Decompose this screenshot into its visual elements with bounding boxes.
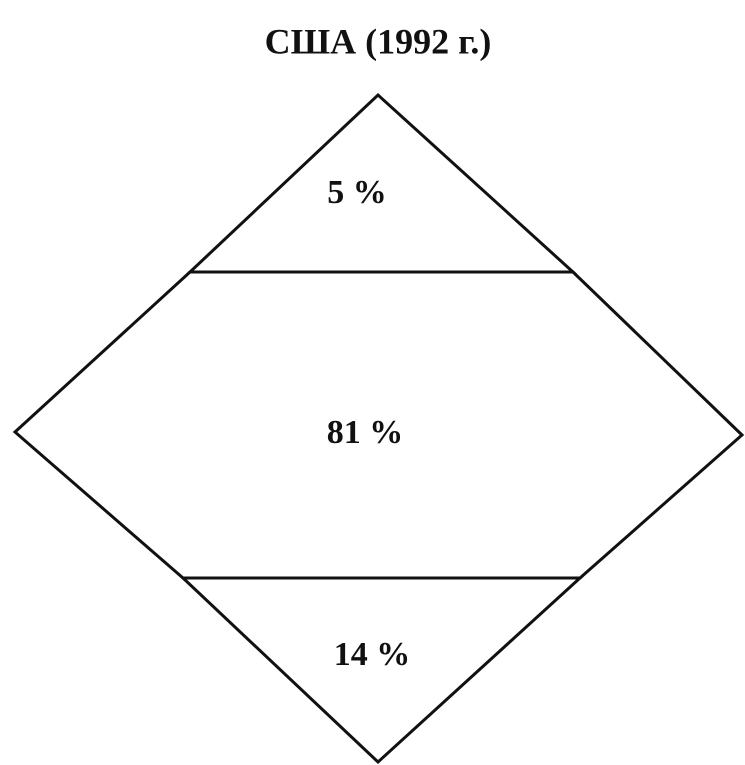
segment-label: 14 % bbox=[334, 636, 411, 673]
segment-label: 81 % bbox=[327, 414, 404, 451]
segment-label: 5 % bbox=[327, 174, 387, 211]
chart-title: США (1992 г.) bbox=[265, 21, 492, 61]
diamond-segment bbox=[179, 576, 584, 765]
